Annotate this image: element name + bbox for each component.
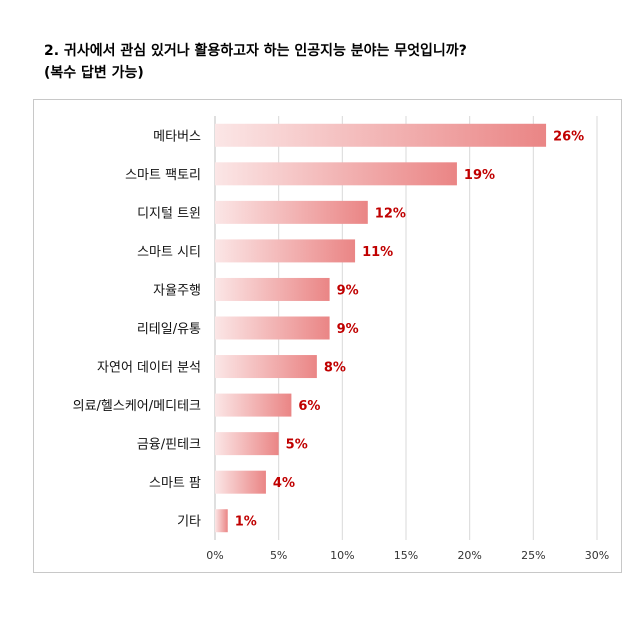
bar bbox=[215, 393, 292, 417]
category-label: 스마트 팜 bbox=[149, 476, 201, 491]
value-label: 9% bbox=[337, 283, 359, 298]
value-label: 11% bbox=[362, 245, 393, 260]
category-label: 자율주행 bbox=[153, 282, 201, 298]
bar bbox=[215, 123, 547, 147]
category-label: 의료/헬스케어/메디테크 bbox=[73, 399, 201, 414]
chart-title-line1: 2. 귀사에서 관심 있거나 활용하고자 하는 인공지능 분야는 무엇입니까? bbox=[44, 43, 467, 59]
bar bbox=[215, 316, 330, 340]
category-label: 자연어 데이터 분석 bbox=[97, 361, 201, 376]
value-label: 9% bbox=[337, 322, 359, 337]
category-label: 리테일/유통 bbox=[137, 322, 201, 337]
value-label: 12% bbox=[375, 206, 406, 221]
bar bbox=[215, 432, 279, 456]
category-label: 디지털 트윈 bbox=[137, 206, 201, 221]
x-tick-label: 25% bbox=[521, 549, 545, 562]
bar bbox=[215, 470, 266, 494]
bar bbox=[215, 355, 317, 379]
value-label: 8% bbox=[324, 361, 346, 376]
chart-title: 2. 귀사에서 관심 있거나 활용하고자 하는 인공지능 분야는 무엇입니까? … bbox=[44, 40, 467, 84]
category-label: 메타버스 bbox=[153, 129, 201, 144]
x-tick-label: 20% bbox=[457, 549, 481, 562]
x-tick-label: 0% bbox=[206, 549, 223, 562]
category-label: 스마트 시티 bbox=[137, 245, 201, 260]
x-tick-label: 5% bbox=[270, 549, 287, 562]
bar bbox=[215, 509, 228, 533]
category-label: 금융/핀테크 bbox=[137, 438, 201, 453]
category-label: 기타 bbox=[177, 515, 201, 530]
bar bbox=[215, 162, 457, 186]
x-tick-label: 10% bbox=[330, 549, 354, 562]
x-tick-label: 30% bbox=[585, 549, 609, 562]
value-label: 26% bbox=[553, 129, 584, 144]
bar bbox=[215, 277, 330, 301]
bar bbox=[215, 200, 368, 224]
value-label: 6% bbox=[298, 399, 320, 414]
value-label: 19% bbox=[464, 168, 495, 183]
category-label: 스마트 팩토리 bbox=[125, 168, 201, 183]
chart-title-line2: (복수 답변 가능) bbox=[44, 65, 144, 81]
bar bbox=[215, 239, 356, 263]
x-tick-label: 15% bbox=[394, 549, 418, 562]
value-label: 1% bbox=[235, 515, 257, 530]
value-label: 4% bbox=[273, 476, 295, 491]
value-label: 5% bbox=[286, 438, 308, 453]
